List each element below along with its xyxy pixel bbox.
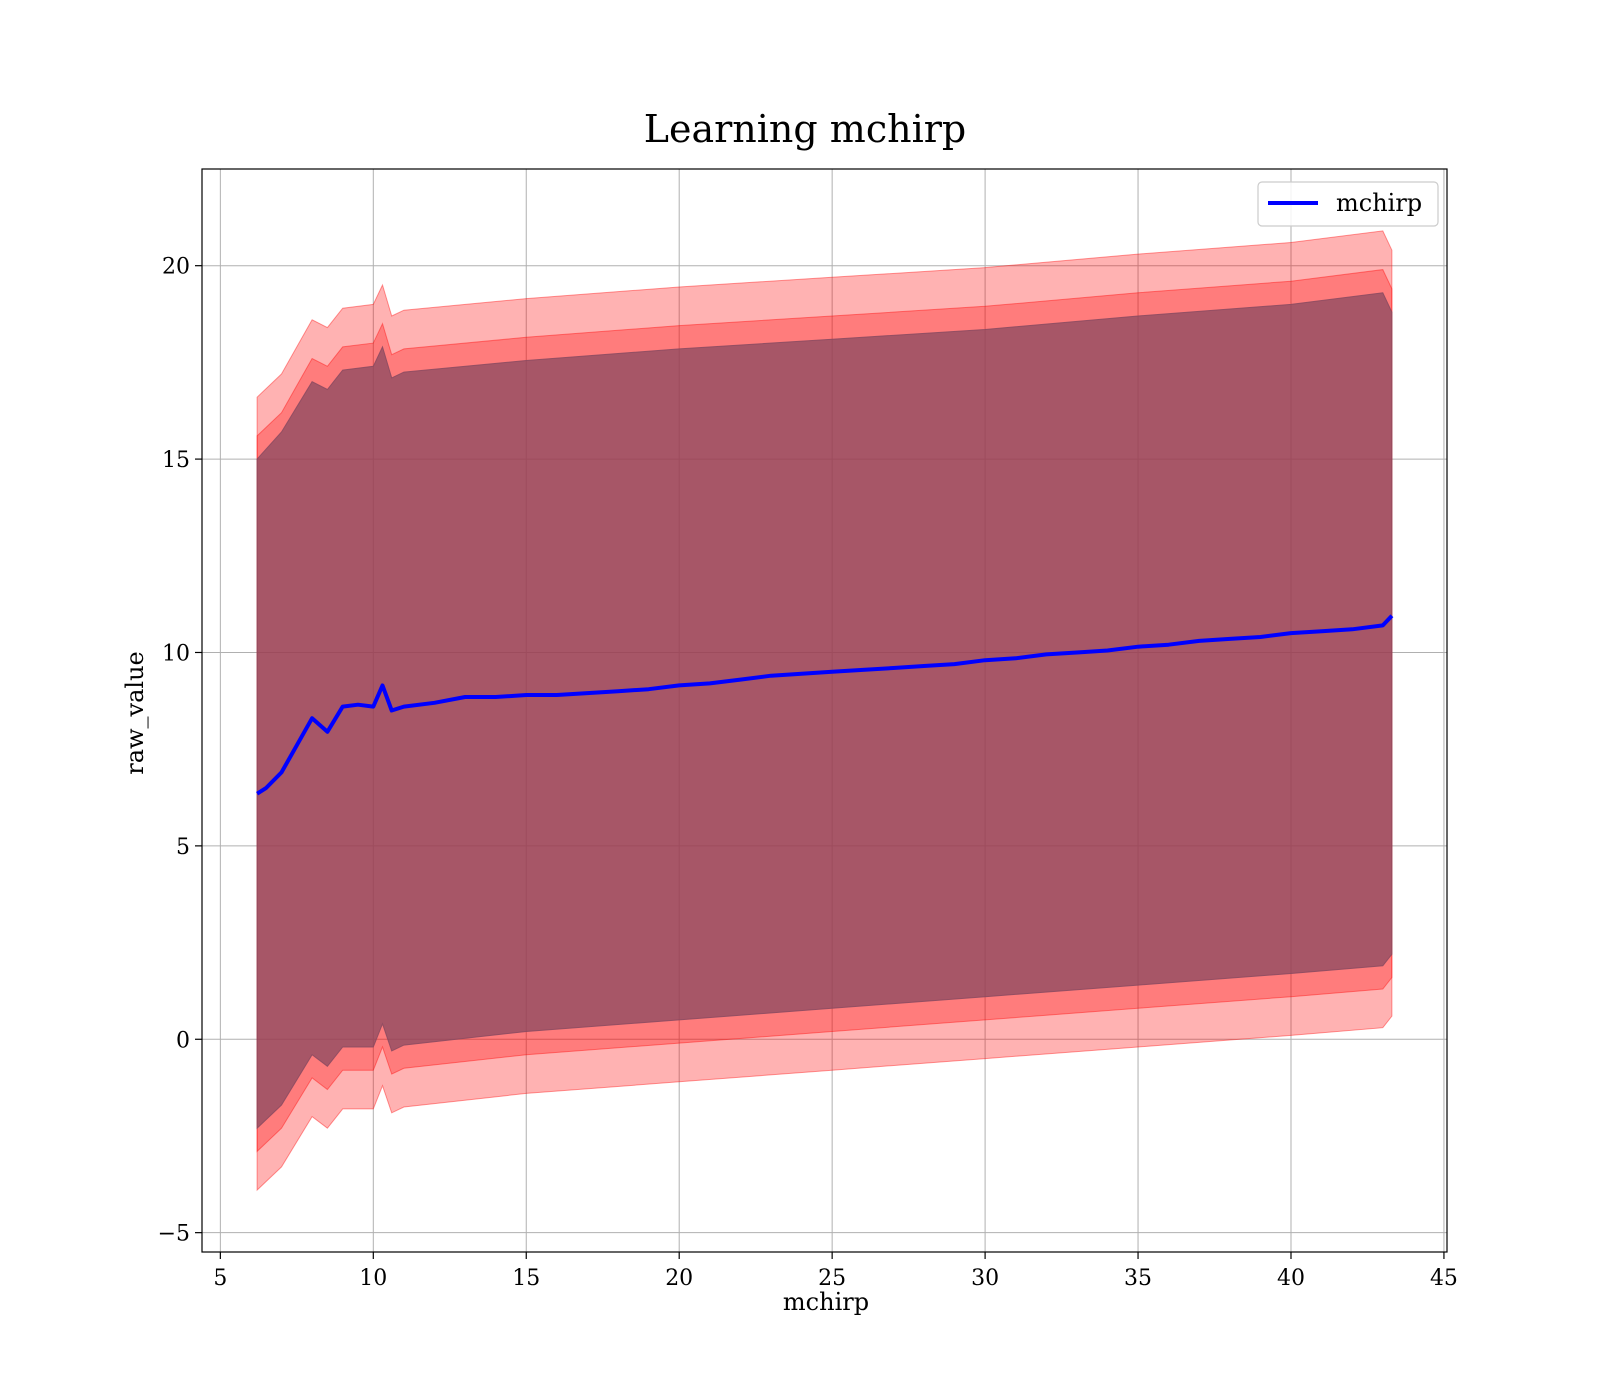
y-axis-label: raw_value (121, 651, 149, 775)
y-tick-label: −5 (158, 1222, 190, 1247)
series-lines (256, 614, 1394, 796)
chart-title: Learning mchirp (644, 107, 966, 151)
y-tick-label: 15 (162, 448, 190, 473)
x-tick-label: 40 (1277, 1266, 1305, 1291)
y-tick-label: 5 (176, 835, 190, 860)
x-tick-label: 5 (213, 1266, 227, 1291)
x-axis-ticks: 5 10 15 20 25 30 35 40 45 (213, 1252, 1458, 1291)
x-tick-label: 25 (818, 1266, 846, 1291)
confidence-bands (256, 230, 1393, 1192)
x-tick-label: 15 (512, 1266, 540, 1291)
y-axis-ticks: −5 0 5 10 15 20 (158, 255, 202, 1247)
x-tick-label: 35 (1124, 1266, 1152, 1291)
x-tick-label: 10 (359, 1266, 387, 1291)
legend: mchirp (1257, 181, 1439, 227)
x-tick-label: 20 (665, 1266, 693, 1291)
x-tick-label: 45 (1430, 1266, 1458, 1291)
x-tick-label: 30 (971, 1266, 999, 1291)
plot-frame (201, 168, 1448, 1253)
series-line-mchirp (256, 614, 1394, 796)
y-tick-label: 0 (176, 1028, 190, 1053)
confidence-band-3 (256, 292, 1393, 1130)
legend-label-mchirp: mchirp (1336, 189, 1422, 217)
x-axis-label: mchirp (783, 1288, 869, 1316)
y-tick-label: 20 (162, 255, 190, 280)
y-tick-label: 10 (162, 641, 190, 666)
legend-box (1257, 181, 1439, 227)
